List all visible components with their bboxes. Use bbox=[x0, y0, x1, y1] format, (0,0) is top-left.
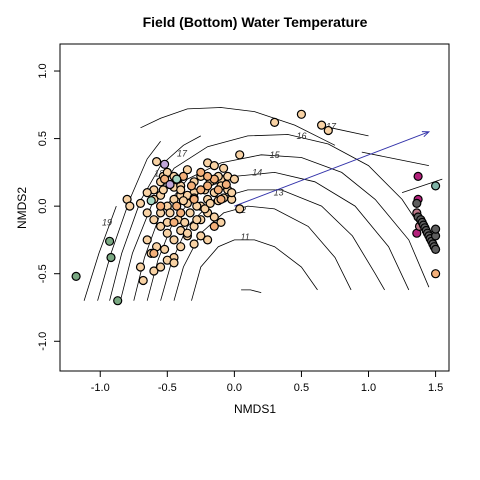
data-point bbox=[236, 205, 244, 213]
data-point bbox=[432, 270, 440, 278]
contour-label: 16 bbox=[296, 131, 306, 141]
data-point bbox=[190, 195, 198, 203]
data-point bbox=[114, 297, 122, 305]
data-point bbox=[210, 222, 218, 230]
contour-label: 15 bbox=[270, 150, 281, 160]
contour-label: 19 bbox=[102, 217, 112, 227]
data-point bbox=[170, 218, 178, 226]
x-tick-label: -0.5 bbox=[158, 382, 177, 394]
data-point bbox=[324, 127, 332, 135]
chart-title: Field (Bottom) Water Temperature bbox=[143, 14, 368, 30]
contour-line bbox=[192, 240, 318, 301]
data-point bbox=[166, 209, 174, 217]
contour-line bbox=[241, 290, 261, 293]
data-point bbox=[190, 240, 198, 248]
contour-line bbox=[331, 128, 369, 136]
data-point bbox=[159, 186, 167, 194]
data-point bbox=[161, 160, 169, 168]
data-point bbox=[157, 202, 165, 210]
plot-box bbox=[60, 44, 449, 371]
y-axis-label: NMDS2 bbox=[15, 187, 29, 229]
x-axis: -1.0 -0.5 0.0 0.5 1.0 1.5 bbox=[91, 371, 443, 394]
data-point bbox=[204, 182, 212, 190]
data-point bbox=[210, 162, 218, 170]
data-point bbox=[318, 121, 326, 129]
data-point bbox=[432, 182, 440, 190]
x-tick-label: 0.0 bbox=[227, 382, 242, 394]
data-point bbox=[173, 202, 181, 210]
y-tick-label: 0.0 bbox=[37, 199, 49, 214]
data-point bbox=[188, 182, 196, 190]
data-point bbox=[161, 245, 169, 253]
data-point bbox=[214, 186, 222, 194]
data-point bbox=[147, 197, 155, 205]
x-tick-label: -1.0 bbox=[91, 382, 110, 394]
data-point bbox=[217, 195, 225, 203]
data-point bbox=[139, 277, 147, 285]
data-point bbox=[143, 209, 151, 217]
x-axis-label: NMDS1 bbox=[234, 402, 276, 416]
data-point bbox=[177, 243, 185, 251]
data-point bbox=[271, 118, 279, 126]
data-point bbox=[220, 164, 228, 172]
data-point bbox=[432, 245, 440, 253]
contour-label: 14 bbox=[252, 167, 262, 177]
data-point bbox=[166, 181, 174, 189]
data-point bbox=[204, 172, 212, 180]
data-point bbox=[297, 110, 305, 118]
sample-points bbox=[72, 110, 440, 304]
data-point bbox=[150, 216, 158, 224]
data-point bbox=[222, 181, 230, 189]
data-point bbox=[157, 263, 165, 271]
data-point bbox=[143, 236, 151, 244]
data-point bbox=[173, 175, 181, 183]
y-tick-label: 0.5 bbox=[37, 131, 49, 146]
data-point bbox=[204, 236, 212, 244]
data-point bbox=[163, 229, 171, 237]
data-point bbox=[170, 259, 178, 267]
data-point bbox=[193, 216, 201, 224]
data-point bbox=[150, 249, 158, 257]
vector-line bbox=[234, 132, 429, 206]
y-tick-label: 1.0 bbox=[37, 63, 49, 78]
data-point bbox=[181, 218, 189, 226]
data-point bbox=[153, 158, 161, 166]
contour-label: 11 bbox=[240, 232, 249, 242]
data-point bbox=[72, 272, 80, 280]
data-point bbox=[210, 213, 218, 221]
y-tick-label: -1.0 bbox=[37, 332, 49, 351]
data-point bbox=[414, 172, 422, 180]
data-point bbox=[186, 209, 194, 217]
x-tick-label: 1.0 bbox=[361, 382, 376, 394]
data-point bbox=[170, 236, 178, 244]
y-axis: -1.0 -0.5 0.0 0.5 1.0 bbox=[37, 63, 60, 350]
temperature-vector bbox=[234, 132, 429, 207]
data-point bbox=[137, 263, 145, 271]
data-point bbox=[177, 186, 185, 194]
y-tick-label: -0.5 bbox=[37, 264, 49, 283]
data-point bbox=[228, 189, 236, 197]
x-tick-label: 0.5 bbox=[294, 382, 309, 394]
data-point bbox=[106, 237, 114, 245]
data-point bbox=[230, 175, 238, 183]
data-point bbox=[236, 151, 244, 159]
x-tick-label: 1.5 bbox=[428, 382, 443, 394]
data-point bbox=[183, 229, 191, 237]
data-point bbox=[107, 254, 115, 262]
data-point bbox=[143, 189, 151, 197]
data-point bbox=[137, 199, 145, 207]
data-point bbox=[206, 199, 214, 207]
contour-label: 17 bbox=[177, 148, 188, 158]
data-point bbox=[179, 197, 187, 205]
data-point bbox=[432, 225, 440, 233]
data-point bbox=[413, 199, 421, 207]
data-point bbox=[126, 202, 134, 210]
